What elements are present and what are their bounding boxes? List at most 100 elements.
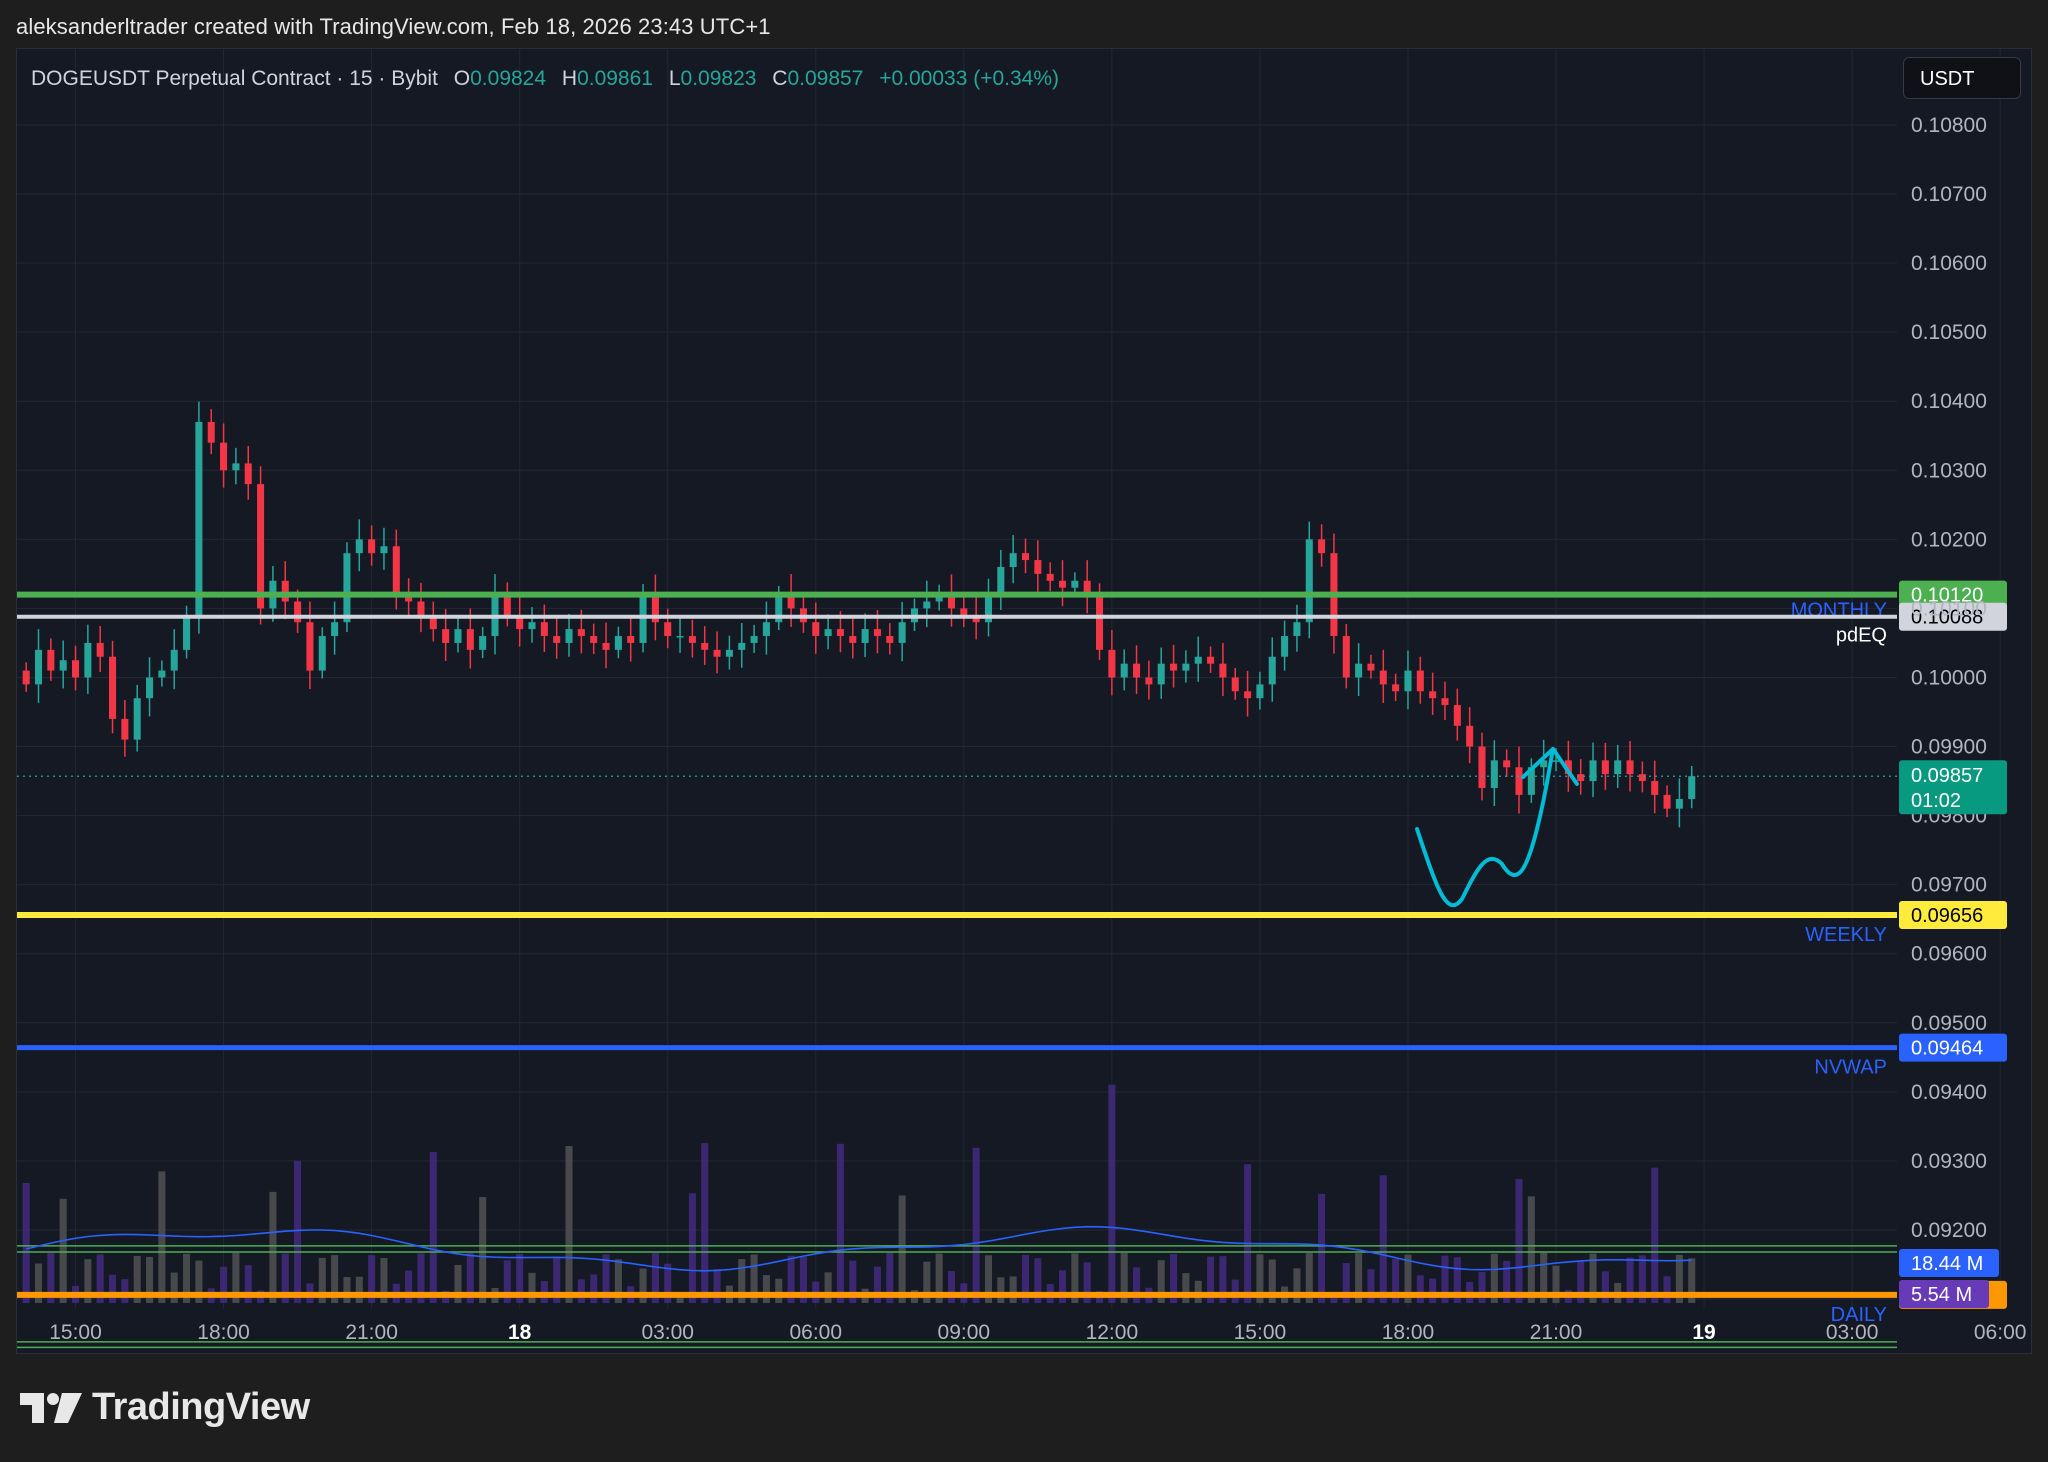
candle-body bbox=[1453, 705, 1461, 726]
volume-bar bbox=[454, 1264, 462, 1303]
price-tag-value: 0.10120 bbox=[1911, 585, 1983, 607]
currency-button[interactable]: USDT bbox=[1903, 57, 2021, 99]
candle-body bbox=[1207, 656, 1215, 664]
volume-bar bbox=[1120, 1253, 1128, 1303]
candle-body bbox=[1268, 656, 1276, 685]
volume-bar bbox=[886, 1253, 894, 1303]
volume-bar bbox=[516, 1253, 524, 1303]
volume-bar bbox=[1626, 1257, 1634, 1303]
volume-bar bbox=[158, 1171, 166, 1303]
volume-bar bbox=[355, 1276, 363, 1303]
volume-bar bbox=[664, 1263, 672, 1303]
last-price-value: 0.09857 bbox=[1911, 765, 1983, 787]
candle-body bbox=[34, 649, 43, 685]
y-tick-label: 0.10500 bbox=[1911, 321, 1987, 344]
volume-bar bbox=[232, 1253, 240, 1303]
candle-body bbox=[1281, 636, 1289, 657]
volume-bar bbox=[343, 1277, 351, 1303]
candle-body bbox=[1219, 663, 1227, 678]
candle-body bbox=[540, 622, 548, 637]
volume-bar bbox=[84, 1259, 92, 1303]
tradingview-logo[interactable]: TradingView bbox=[20, 1386, 310, 1429]
candlestick-chart[interactable]: MONTHLY0.10120pdEQ0.10088WEEKLY0.09656NV… bbox=[17, 49, 2032, 1354]
candle-body bbox=[1145, 677, 1153, 685]
candle-body bbox=[1392, 684, 1400, 692]
volume-bar bbox=[972, 1147, 980, 1303]
candle-body bbox=[1305, 539, 1313, 623]
x-tick-label: 18 bbox=[508, 1321, 532, 1344]
candle-body bbox=[1441, 698, 1449, 706]
volume-bar bbox=[923, 1261, 931, 1303]
volume-bar bbox=[34, 1263, 43, 1303]
volume-bar bbox=[1244, 1164, 1252, 1303]
candle-body bbox=[454, 629, 462, 643]
candle-body bbox=[405, 594, 413, 602]
price-tag-weekly: 0.09656 bbox=[1899, 901, 2007, 930]
candle-body bbox=[762, 622, 770, 637]
volume-bar bbox=[651, 1253, 659, 1303]
candle-body bbox=[133, 698, 141, 740]
candle-body bbox=[429, 615, 437, 630]
candle-body bbox=[923, 601, 931, 609]
x-axis: 15:00 18:00 21:00 18 03:00 06:00 09:00 12:00 15:… bbox=[49, 1321, 2026, 1344]
y-tick-label: 0.10400 bbox=[1911, 390, 1987, 413]
candle-body bbox=[244, 463, 252, 485]
volume-bar bbox=[220, 1266, 228, 1303]
volume-bar bbox=[1429, 1278, 1437, 1303]
volume-bar bbox=[1133, 1267, 1141, 1303]
candle-body bbox=[627, 636, 635, 643]
candle-body bbox=[1540, 760, 1548, 768]
volume-bar bbox=[1293, 1268, 1301, 1303]
candle-body bbox=[602, 642, 610, 650]
volume-bar bbox=[318, 1257, 326, 1303]
candle-body bbox=[59, 660, 67, 671]
candle-body bbox=[1244, 691, 1252, 699]
candle-body bbox=[750, 636, 758, 643]
price-tag-bg bbox=[1899, 901, 2007, 930]
y-tick-label: 0.10800 bbox=[1911, 114, 1987, 137]
level-label-weekly: WEEKLY bbox=[1805, 924, 1887, 946]
volume-bar bbox=[1601, 1271, 1609, 1303]
candle-body bbox=[553, 636, 561, 643]
open-label: O bbox=[453, 67, 471, 90]
volume-bar bbox=[1108, 1084, 1116, 1303]
candle-body bbox=[109, 656, 117, 719]
volume-bar bbox=[1318, 1193, 1326, 1303]
candle-body bbox=[1416, 670, 1424, 692]
y-tick-label: 0.09300 bbox=[1911, 1150, 1987, 1173]
volume-bar bbox=[1503, 1260, 1511, 1303]
candle-body bbox=[849, 636, 857, 643]
low-label: L bbox=[668, 67, 681, 90]
candle-body bbox=[1503, 760, 1511, 768]
price-tag-value: 0.10088 bbox=[1911, 607, 1983, 629]
x-tick-label: 06:00 bbox=[789, 1321, 842, 1344]
volume-bars bbox=[22, 1084, 1696, 1303]
volume-bar bbox=[935, 1253, 943, 1303]
volume-bar bbox=[1305, 1253, 1313, 1303]
y-tick-label: 0.09200 bbox=[1911, 1219, 1987, 1242]
volume-bar bbox=[1453, 1257, 1461, 1303]
x-tick-label: 21:00 bbox=[345, 1321, 398, 1344]
candle-body bbox=[121, 718, 129, 740]
y-axis: 0.10800 0.10700 0.10600 0.10500 0.10400 0.103… bbox=[1911, 114, 1987, 1311]
volume-bar bbox=[405, 1270, 413, 1303]
candle-body bbox=[1046, 573, 1054, 581]
grid-lines bbox=[17, 49, 2001, 1309]
candle-body bbox=[220, 442, 228, 471]
chart-panel[interactable]: MONTHLY 0.10120 pdEQ 0.10088 WEEKLY 0.09656 NV… bbox=[16, 48, 2032, 1354]
price-tag-monthly: 0.10120 bbox=[1899, 580, 2007, 609]
candle-body bbox=[1355, 663, 1363, 678]
volume-bar bbox=[109, 1274, 117, 1303]
volume-bar bbox=[713, 1268, 721, 1303]
candle-body bbox=[836, 629, 844, 637]
candle-body bbox=[318, 636, 326, 671]
candle-body bbox=[861, 629, 869, 643]
candle-body bbox=[873, 629, 881, 637]
high-value: 0.09861 bbox=[577, 67, 653, 90]
candle-body bbox=[479, 636, 487, 650]
candle-body bbox=[503, 594, 511, 616]
candle-body bbox=[1083, 580, 1091, 595]
candle-body bbox=[1429, 691, 1437, 699]
volume-bar bbox=[503, 1260, 511, 1303]
volume-bar bbox=[1207, 1256, 1215, 1303]
